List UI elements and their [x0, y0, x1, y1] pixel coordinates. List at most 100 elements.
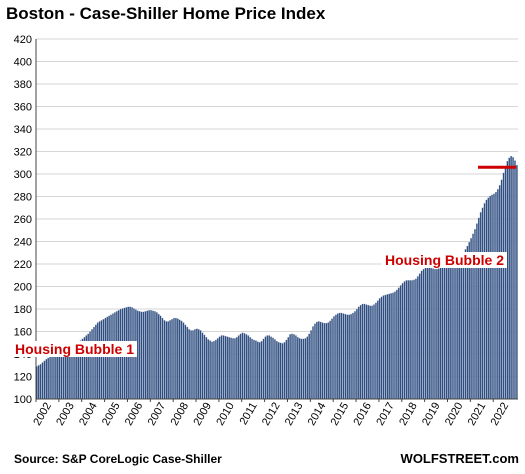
bar [458, 257, 461, 400]
bar [296, 337, 299, 400]
bar [512, 157, 514, 400]
bar [508, 157, 511, 400]
bar [397, 287, 400, 400]
bar [279, 342, 282, 400]
bar [413, 279, 415, 400]
bar [336, 313, 339, 400]
bar [485, 199, 488, 400]
annotation-housing-bubble-2: Housing Bubble 2 [382, 252, 507, 268]
bar [418, 273, 421, 400]
bar [416, 276, 419, 400]
bar [159, 315, 162, 400]
bar [456, 259, 459, 400]
bar [251, 338, 253, 400]
bar [153, 311, 156, 400]
bar [434, 268, 436, 400]
bar [350, 313, 353, 400]
bar [455, 260, 457, 400]
bar [197, 329, 200, 400]
x-tick-label: 2004 [77, 401, 100, 428]
bar [310, 330, 313, 400]
bar [171, 319, 173, 400]
bar [312, 326, 314, 400]
bar [403, 281, 406, 400]
bar [43, 360, 46, 400]
bar [460, 254, 463, 400]
bar [359, 304, 362, 400]
bar [515, 164, 518, 400]
bar [184, 324, 187, 400]
bar [213, 340, 215, 400]
bar [475, 223, 478, 400]
bar [232, 338, 234, 400]
bar [275, 340, 278, 400]
bar [180, 320, 183, 400]
bar [502, 172, 505, 400]
y-tick-label: 380 [14, 79, 32, 91]
y-tick-label: 320 [14, 147, 32, 159]
bar [188, 329, 191, 400]
bar [163, 320, 166, 400]
x-tick-label: 2017 [374, 401, 397, 428]
bar [407, 280, 410, 400]
x-tick-label: 2012 [260, 401, 283, 428]
bar [195, 328, 198, 400]
bar [102, 319, 105, 400]
bar [464, 249, 467, 400]
bar [500, 179, 503, 400]
bar [435, 268, 438, 400]
bar [96, 322, 99, 400]
bar [268, 335, 271, 400]
bar [155, 312, 158, 400]
source-note: Source: S&P CoreLogic Case-Shiller [14, 452, 222, 466]
bar [422, 268, 425, 400]
bar [235, 337, 238, 400]
bar [277, 342, 280, 400]
bar [395, 289, 398, 400]
bar [205, 337, 208, 400]
bar [169, 320, 172, 400]
bar [274, 339, 276, 400]
bar [190, 330, 193, 400]
bar [272, 337, 274, 400]
bar [371, 305, 373, 400]
y-tick-label: 420 [14, 34, 32, 46]
bar [254, 340, 257, 400]
bar [325, 322, 328, 400]
bar [498, 185, 501, 400]
x-tick-label: 2021 [466, 401, 489, 428]
bar [319, 321, 322, 400]
bar [479, 212, 482, 400]
x-tick-labels: 2002 2003 2004 2005 2006 2007 2008 2009 2010 2011… [31, 399, 511, 428]
bar [300, 338, 303, 400]
bar [243, 333, 246, 400]
bar [510, 155, 513, 400]
bar [374, 302, 377, 400]
bar [306, 336, 309, 400]
bar [173, 317, 175, 400]
bar [64, 349, 67, 400]
bar [58, 352, 61, 400]
y-tick-label: 100 [14, 394, 32, 406]
bar [367, 304, 370, 400]
bar [264, 336, 267, 400]
bar [437, 268, 440, 400]
bar [56, 352, 59, 400]
bar [428, 267, 431, 400]
bar [237, 335, 240, 400]
bar [426, 267, 429, 400]
bar [39, 364, 42, 400]
bar [93, 326, 95, 400]
bar [152, 310, 154, 400]
bar [405, 280, 408, 400]
bar [334, 314, 337, 400]
bar [167, 321, 170, 400]
bar [207, 339, 210, 400]
x-tick-label: 2005 [100, 401, 123, 428]
bar [182, 322, 185, 400]
bar [329, 320, 332, 400]
bar [226, 336, 229, 400]
x-tick-label: 2022 [489, 401, 512, 428]
bar [308, 333, 311, 400]
